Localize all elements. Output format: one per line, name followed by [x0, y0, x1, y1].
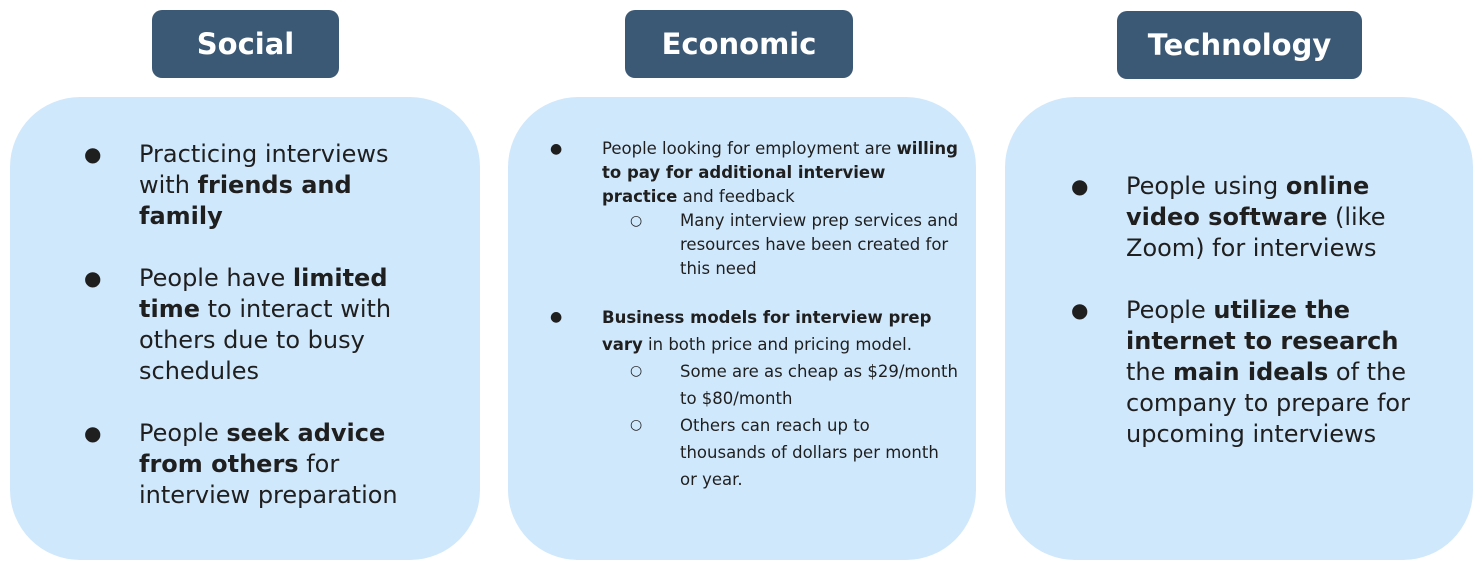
bullet-icon: ●	[550, 309, 563, 325]
technology-header-label: Technology	[1147, 28, 1332, 62]
economic-header-label: Economic	[661, 27, 817, 61]
economic-sublist: ○ Many interview prep services and resou…	[630, 209, 962, 281]
bullet-icon: ●	[84, 142, 102, 166]
social-item-practicing: ● Practicing interviews with friends and…	[84, 139, 429, 232]
technology-header: Technology	[1117, 11, 1362, 79]
economic-subitem: ○ Some are as cheap as $29/month to $80/…	[630, 358, 960, 412]
bullet-icon: ●	[1071, 174, 1089, 198]
social-item-limited-time: ● People have limited time to interact w…	[84, 263, 429, 387]
economic-sublist: ○ Some are as cheap as $29/month to $80/…	[630, 358, 962, 493]
item-text: People	[139, 419, 227, 447]
item-text: People	[1126, 296, 1214, 324]
economic-item-willing-to-pay: ● People looking for employment are will…	[550, 137, 962, 281]
item-text: the	[1126, 358, 1174, 386]
item-text: (like Zoom) for interviews	[1126, 203, 1386, 262]
item-text: in both price and pricing model.	[642, 335, 912, 354]
social-panel: ● Practicing interviews with friends and…	[10, 97, 480, 560]
item-text: Practicing interviews with	[139, 140, 389, 199]
subitem-text: Some are as cheap as $29/month to $80/mo…	[680, 362, 958, 408]
sub-bullet-icon: ○	[630, 417, 643, 433]
item-bold: online video software	[1126, 172, 1370, 231]
technology-panel: ● People using online video software (li…	[1005, 97, 1473, 560]
item-text: People looking for employment are	[602, 139, 897, 158]
item-bold: main ideals	[1173, 358, 1329, 386]
bullet-icon: ●	[84, 421, 102, 445]
item-text: for interview preparation	[139, 450, 398, 509]
social-header-label: Social	[196, 27, 295, 61]
bullet-icon: ●	[84, 266, 102, 290]
sub-bullet-icon: ○	[630, 213, 643, 229]
item-bold: limited time	[139, 264, 388, 323]
item-text: to interact with others due to busy sche…	[139, 295, 392, 385]
item-text: of the company to prepare for upcoming i…	[1126, 358, 1410, 448]
item-bold: friends and family	[139, 171, 352, 230]
economic-item-business-models: ● Business models for interview prep var…	[550, 304, 962, 493]
sub-bullet-icon: ○	[630, 363, 643, 379]
bullet-icon: ●	[1071, 298, 1089, 322]
economic-subitem: ○ Others can reach up to thousands of do…	[630, 412, 960, 493]
social-list: ● Practicing interviews with friends and…	[84, 139, 480, 511]
technology-item-research: ● People utilize the internet to researc…	[1071, 295, 1426, 450]
economic-list: ● People looking for employment are will…	[550, 137, 976, 493]
social-item-seek-advice: ● People seek advice from others for int…	[84, 418, 429, 511]
subitem-text: Others can reach up to thousands of doll…	[680, 416, 939, 489]
economic-panel: ● People looking for employment are will…	[508, 97, 976, 560]
technology-list: ● People using online video software (li…	[1071, 171, 1473, 450]
subitem-text: Many interview prep services and resourc…	[680, 211, 959, 278]
item-text: and feedback	[677, 187, 795, 206]
item-bold: utilize the internet to research	[1126, 296, 1399, 355]
bullet-icon: ●	[550, 141, 563, 157]
technology-item-video-software: ● People using online video software (li…	[1071, 171, 1426, 264]
economic-subitem: ○ Many interview prep services and resou…	[630, 209, 960, 281]
social-header: Social	[152, 10, 339, 78]
item-text: People have	[139, 264, 293, 292]
item-bold: Business models for interview prep vary	[602, 308, 932, 354]
item-text: People using	[1126, 172, 1286, 200]
item-bold: willing to pay for additional interview …	[602, 139, 958, 206]
economic-header: Economic	[625, 10, 853, 78]
item-bold: seek advice from others	[139, 419, 386, 478]
